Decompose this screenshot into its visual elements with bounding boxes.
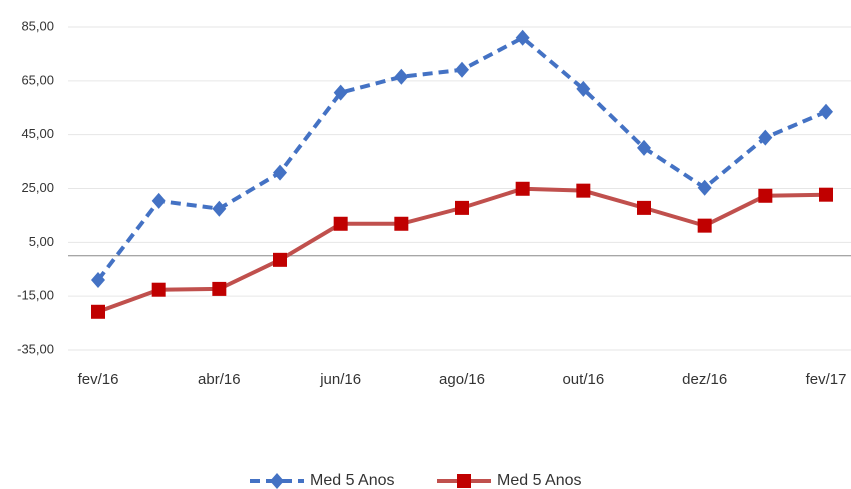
y-tick-label: 25,00: [21, 180, 54, 195]
marker: [576, 183, 591, 198]
marker: [819, 187, 833, 202]
y-tick-label: -35,00: [17, 341, 54, 356]
marker: [91, 272, 105, 289]
marker: [758, 129, 773, 146]
legend-marker: [270, 473, 284, 489]
marker: [151, 192, 166, 209]
marker: [212, 200, 227, 217]
marker: [273, 252, 287, 267]
y-tick-label: 5,00: [29, 234, 54, 249]
marker: [697, 218, 712, 233]
marker: [333, 216, 348, 231]
x-tick-label: abr/16: [198, 371, 241, 388]
marker: [151, 282, 166, 297]
marker: [758, 188, 773, 203]
marker: [515, 29, 530, 46]
legend-marker: [457, 474, 471, 488]
marker: [212, 281, 227, 296]
y-tick-label: 65,00: [21, 72, 54, 87]
marker: [637, 200, 651, 215]
marker: [697, 179, 712, 196]
legend-label: Med 5 Anos: [497, 472, 582, 489]
marker: [455, 200, 469, 215]
y-tick-label: 45,00: [21, 126, 54, 141]
marker: [455, 61, 469, 78]
legend-label: Med 5 Anos: [310, 472, 395, 489]
marker: [637, 139, 651, 156]
marker: [515, 181, 530, 196]
x-tick-label: fev/16: [78, 371, 119, 388]
marker: [333, 84, 348, 101]
marker: [91, 304, 105, 319]
marker: [576, 80, 591, 97]
x-tick-label: fev/17: [806, 371, 847, 388]
y-tick-label: 85,00: [21, 18, 54, 33]
x-tick-label: ago/16: [439, 371, 485, 388]
marker: [394, 68, 409, 85]
x-tick-label: dez/16: [682, 371, 727, 388]
marker: [394, 216, 409, 231]
x-tick-label: jun/16: [319, 371, 361, 388]
x-tick-label: out/16: [562, 371, 604, 388]
marker: [819, 103, 833, 120]
y-tick-label: -15,00: [17, 288, 54, 303]
marker: [273, 164, 287, 181]
